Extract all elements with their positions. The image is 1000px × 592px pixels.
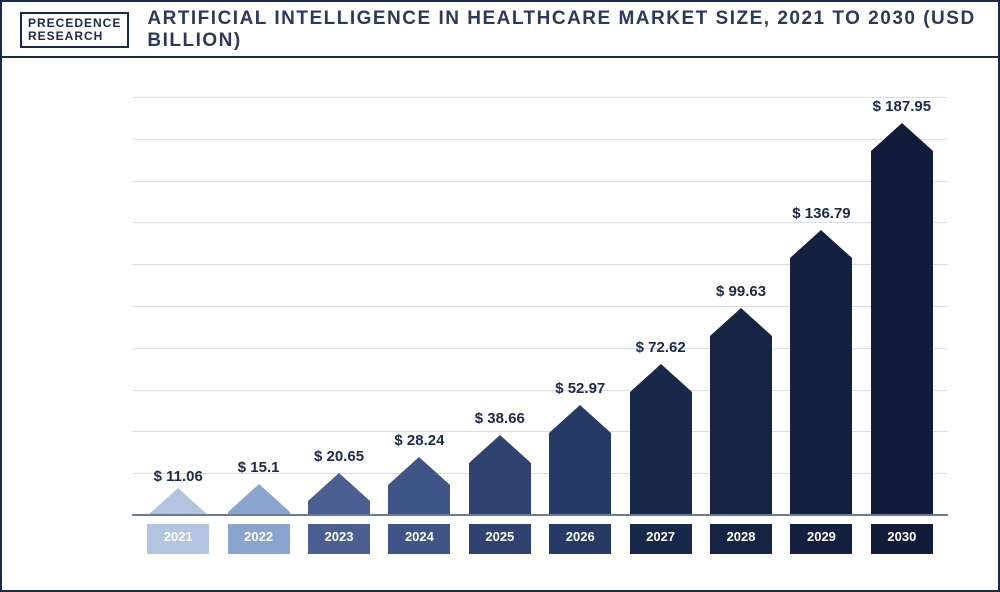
- x-axis-baseline: [132, 514, 948, 516]
- x-axis-year-tag: 2026: [549, 524, 611, 554]
- bar-column: $ 52.97: [540, 98, 620, 516]
- bar-body: [871, 151, 933, 516]
- bar-shape: [308, 473, 370, 516]
- bar-arrow-tip: [228, 484, 290, 512]
- bar-value-label: $ 38.66: [475, 410, 525, 427]
- x-axis-label: 2026: [540, 524, 620, 554]
- x-axis-year-tag: 2022: [228, 524, 290, 554]
- bars-container: $ 11.06 $ 15.1 $ 20.65 $ 28.24 $ 38.66 $ 52.9…: [132, 98, 948, 516]
- x-axis-year-tag: 2024: [388, 524, 450, 554]
- bar-column: $ 99.63: [701, 98, 781, 516]
- grid-area: $ 11.06 $ 15.1 $ 20.65 $ 28.24 $ 38.66 $ 52.9…: [132, 98, 948, 516]
- bar-value-label: $ 72.62: [636, 339, 686, 356]
- bar-value-label: $ 11.06: [154, 468, 203, 485]
- bar-column: $ 20.65: [299, 98, 379, 516]
- bar-body: [630, 392, 692, 516]
- x-axis-label: 2025: [460, 524, 540, 554]
- chart-header: PRECEDENCE RESEARCH ARTIFICIAL INTELLIGE…: [2, 2, 998, 58]
- bar-shape: [469, 435, 531, 516]
- x-axis-label: 2024: [379, 524, 459, 554]
- x-axis-year-tag: 2028: [710, 524, 772, 554]
- bar-arrow-tip: [147, 488, 209, 516]
- bar-arrow-tip: [308, 473, 370, 501]
- plot-area: $ 11.06 $ 15.1 $ 20.65 $ 28.24 $ 38.66 $ 52.9…: [2, 58, 998, 590]
- x-axis-label: 2030: [862, 524, 942, 554]
- bar-body: [710, 336, 772, 516]
- bar-arrow-tip: [549, 405, 611, 433]
- bar-body: [469, 463, 531, 516]
- bar-shape: [228, 484, 290, 516]
- bar-shape: [710, 308, 772, 516]
- bar-shape: [871, 123, 933, 516]
- x-axis-year-tag: 2025: [469, 524, 531, 554]
- bar-value-label: $ 15.1: [238, 459, 280, 476]
- x-axis-labels: 2021 2022 2023 2024 2025 2026 2027 2028 2029 2030: [132, 524, 948, 554]
- bar-value-label: $ 136.79: [792, 205, 850, 222]
- x-axis-year-tag: 2030: [871, 524, 933, 554]
- logo-line-2: RESEARCH: [28, 30, 121, 43]
- bar-body: [388, 485, 450, 516]
- bar-shape: [388, 457, 450, 516]
- bar-arrow-tip: [871, 123, 933, 151]
- bar-column: $ 15.1: [218, 98, 298, 516]
- chart-frame: PRECEDENCE RESEARCH ARTIFICIAL INTELLIGE…: [0, 0, 1000, 592]
- x-axis-label: 2023: [299, 524, 379, 554]
- x-axis-label: 2021: [138, 524, 218, 554]
- x-axis-label: 2028: [701, 524, 781, 554]
- bar-arrow-tip: [469, 435, 531, 463]
- bar-column: $ 187.95: [862, 98, 942, 516]
- bar-shape: [630, 364, 692, 516]
- bar-body: [549, 433, 611, 516]
- bar-shape: [549, 405, 611, 516]
- bar-value-label: $ 28.24: [394, 432, 444, 449]
- bar-value-label: $ 20.65: [314, 448, 364, 465]
- bar-value-label: $ 52.97: [555, 380, 605, 397]
- bar-arrow-tip: [630, 364, 692, 392]
- bar-column: $ 72.62: [620, 98, 700, 516]
- x-axis-year-tag: 2027: [630, 524, 692, 554]
- bar-arrow-tip: [790, 230, 852, 258]
- x-axis-label: 2022: [218, 524, 298, 554]
- bar-column: $ 28.24: [379, 98, 459, 516]
- bar-column: $ 38.66: [460, 98, 540, 516]
- bar-column: $ 11.06: [138, 98, 218, 516]
- x-axis-label: 2029: [781, 524, 861, 554]
- x-axis-year-tag: 2023: [308, 524, 370, 554]
- bar-body: [790, 258, 852, 516]
- bar-shape: [147, 493, 209, 516]
- x-axis-label: 2027: [620, 524, 700, 554]
- bar-shape: [790, 230, 852, 516]
- chart-title: ARTIFICIAL INTELLIGENCE IN HEALTHCARE MA…: [147, 8, 980, 52]
- bar-arrow-tip: [388, 457, 450, 485]
- x-axis-year-tag: 2021: [147, 524, 209, 554]
- brand-logo: PRECEDENCE RESEARCH: [20, 12, 129, 47]
- bar-arrow-tip: [710, 308, 772, 336]
- x-axis-year-tag: 2029: [790, 524, 852, 554]
- bar-value-label: $ 99.63: [716, 283, 766, 300]
- bar-value-label: $ 187.95: [873, 98, 931, 115]
- bar-column: $ 136.79: [781, 98, 861, 516]
